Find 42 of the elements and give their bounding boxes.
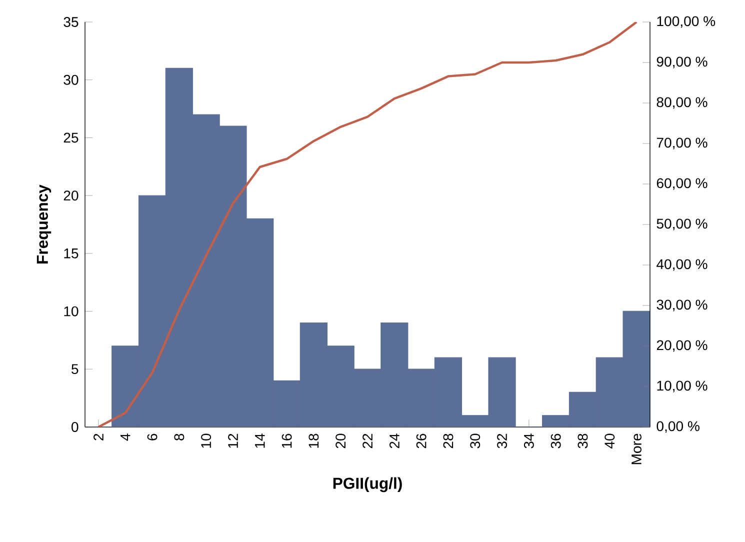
x-tick-label: 8: [174, 434, 184, 440]
x-tick-label: 20: [336, 434, 346, 448]
y2-tick-label: 100,00 %: [657, 16, 716, 28]
x-tick-label: 40: [604, 434, 615, 449]
x-tick-label: 12: [228, 434, 238, 448]
x-tick-label: More: [632, 434, 642, 464]
x-tick-label: 30: [470, 434, 480, 448]
x-tick-label: 18: [308, 434, 319, 448]
x-tick-label: 26: [416, 434, 426, 448]
x-tick-label: 16: [282, 434, 292, 448]
y-tick-label: 25: [64, 132, 78, 143]
y2-tick-label: 0,00 %: [656, 421, 700, 433]
x-tick-label: 34: [524, 434, 534, 448]
y2-tick-label: 30,00 %: [656, 300, 708, 312]
x-tick-label: 2: [94, 434, 104, 440]
x-tick-label: 4: [120, 434, 130, 441]
y2-tick-label: 60,00 %: [656, 178, 708, 190]
x-axis-title: PGII(ug/l): [333, 477, 402, 492]
y-tick-label: 20: [64, 190, 78, 201]
x-tick-label: 10: [201, 434, 212, 448]
y2-tick-label: 70,00 %: [656, 138, 708, 150]
x-tick-label: 32: [497, 434, 508, 448]
y2-tick-label: 40,00 %: [656, 259, 708, 271]
x-tick-label: 6: [147, 434, 158, 440]
x-tick-label: 38: [578, 434, 588, 448]
y-axis-title: Frequency: [36, 184, 52, 264]
y-tick-label: 15: [64, 248, 78, 258]
y-tick-label: 0: [72, 422, 78, 432]
y-tick-label: 35: [64, 17, 78, 27]
x-tick-label: 14: [255, 434, 265, 448]
x-tick-label: 36: [550, 434, 561, 448]
y2-tick-label: 10,00 %: [657, 380, 708, 392]
y-tick-label: 10: [64, 306, 78, 316]
x-tick-label: 22: [362, 434, 372, 448]
y-tick-label: 30: [64, 74, 78, 85]
y2-tick-label: 90,00 %: [656, 56, 708, 68]
y-tick-label: 5: [72, 364, 78, 374]
y2-tick-label: 50,00 %: [656, 218, 708, 230]
x-tick-label: 28: [443, 434, 454, 448]
x-tick-label: 24: [390, 434, 400, 448]
y2-tick-label: 80,00 %: [656, 97, 708, 109]
y2-tick-label: 20,00 %: [656, 340, 708, 352]
